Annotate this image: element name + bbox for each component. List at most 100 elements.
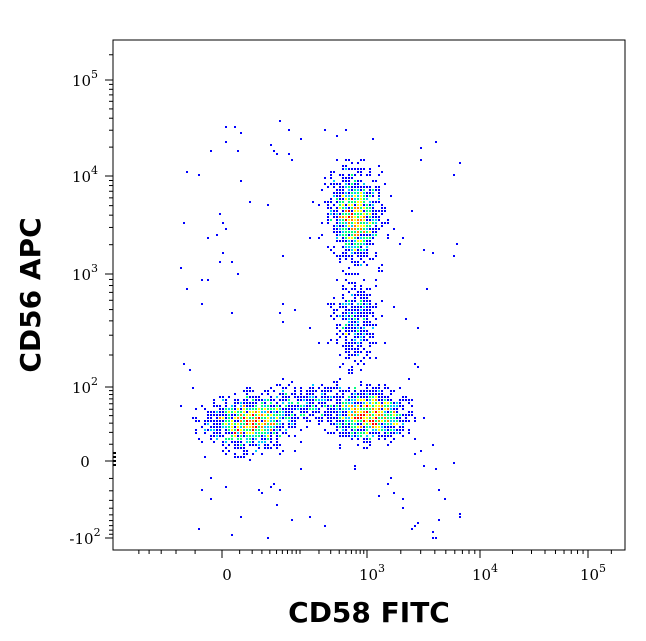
event-dot <box>279 423 281 425</box>
event-dot <box>411 399 413 401</box>
event-dot <box>237 444 239 446</box>
event-dot <box>351 294 353 296</box>
event-dot <box>360 174 362 176</box>
event-dot <box>339 231 341 233</box>
event-dot <box>240 420 242 422</box>
event-dot <box>357 255 359 257</box>
event-dot <box>351 246 353 248</box>
event-dot <box>294 387 296 389</box>
event-dot <box>225 438 227 440</box>
event-dot <box>342 168 344 170</box>
event-dot <box>372 237 374 239</box>
event-dot <box>345 192 347 194</box>
event-dot <box>219 426 221 428</box>
event-dot <box>357 312 359 314</box>
event-dot <box>336 201 338 203</box>
event-dot <box>330 201 332 203</box>
event-dot <box>249 420 251 422</box>
event-dot <box>273 399 275 401</box>
event-dot <box>258 417 260 419</box>
event-dot <box>243 426 245 428</box>
event-dot <box>351 177 353 179</box>
event-dot <box>354 417 356 419</box>
event-dot <box>240 432 242 434</box>
event-dot <box>336 195 338 197</box>
event-dot <box>312 411 314 413</box>
event-dot <box>255 432 257 434</box>
event-dot <box>237 420 239 422</box>
event-dot <box>276 396 278 398</box>
event-dot <box>276 417 278 419</box>
event-dot <box>213 402 215 404</box>
event-dot <box>279 489 281 491</box>
event-dot <box>351 300 353 302</box>
event-dot <box>342 252 344 254</box>
event-dot <box>360 240 362 242</box>
event-dot <box>345 273 347 275</box>
event-dot <box>294 435 296 437</box>
event-dot <box>288 423 290 425</box>
event-dot <box>372 432 374 434</box>
event-dot <box>318 399 320 401</box>
event-dot <box>243 432 245 434</box>
event-dot <box>222 444 224 446</box>
event-dot <box>369 240 371 242</box>
event-dot <box>366 393 368 395</box>
event-dot <box>378 414 380 416</box>
event-dot <box>348 342 350 344</box>
event-dot <box>249 438 251 440</box>
event-dot <box>372 243 374 245</box>
event-dot <box>396 420 398 422</box>
event-dot <box>363 219 365 221</box>
event-dot <box>237 447 239 449</box>
event-dot <box>381 405 383 407</box>
event-dot <box>375 399 377 401</box>
event-dot <box>384 423 386 425</box>
event-dot <box>354 396 356 398</box>
event-dot <box>351 183 353 185</box>
event-dot <box>348 198 350 200</box>
event-dot <box>285 417 287 419</box>
event-dot <box>339 408 341 410</box>
event-dot <box>300 468 302 470</box>
event-dot <box>246 423 248 425</box>
event-dot <box>354 249 356 251</box>
event-dot <box>339 315 341 317</box>
event-dot <box>372 315 374 317</box>
event-dot <box>324 399 326 401</box>
event-dot <box>270 144 272 146</box>
event-dot <box>222 222 224 224</box>
event-dot <box>369 357 371 359</box>
event-dot <box>333 381 335 383</box>
event-dot <box>393 432 395 434</box>
event-dot <box>351 372 353 374</box>
event-dot <box>342 411 344 413</box>
event-dot <box>372 342 374 344</box>
event-dot <box>378 387 380 389</box>
event-dot <box>354 405 356 407</box>
event-dot <box>249 411 251 413</box>
event-dot <box>408 429 410 431</box>
event-dot <box>348 423 350 425</box>
event-dot <box>372 429 374 431</box>
event-dot <box>363 438 365 440</box>
event-dot <box>276 426 278 428</box>
event-dot <box>327 405 329 407</box>
event-dot <box>351 354 353 356</box>
event-dot <box>393 408 395 410</box>
event-dot <box>345 258 347 260</box>
event-dot <box>249 408 251 410</box>
event-dot <box>342 186 344 188</box>
event-dot <box>228 426 230 428</box>
event-dot <box>393 414 395 416</box>
event-dot <box>363 336 365 338</box>
event-dot <box>363 357 365 359</box>
event-dot <box>348 231 350 233</box>
y-tick-label: 103 <box>72 262 98 284</box>
event-dot <box>321 384 323 386</box>
event-dot <box>312 201 314 203</box>
event-dot <box>378 384 380 386</box>
event-dot <box>234 393 236 395</box>
event-dot <box>222 399 224 401</box>
